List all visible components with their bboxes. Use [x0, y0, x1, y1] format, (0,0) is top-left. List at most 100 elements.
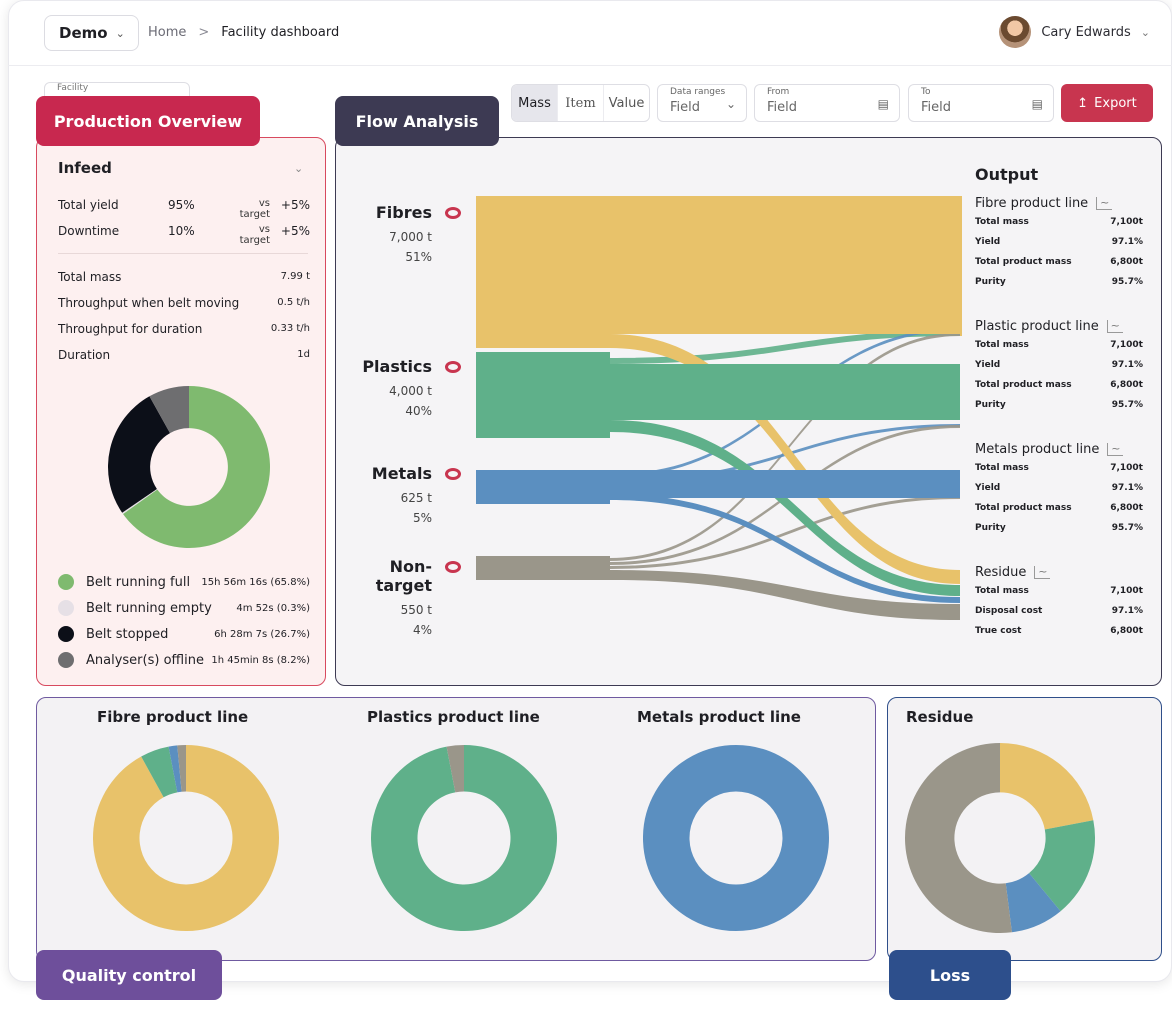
- trend-chart-icon[interactable]: ~: [1107, 443, 1124, 456]
- stat-throughput-duration: Throughput for duration 0.33 t/h: [58, 322, 310, 336]
- band-fibre-out-top: [960, 196, 962, 336]
- eye-icon[interactable]: [445, 468, 461, 480]
- stat-total-mass: Total mass 7.99 t: [58, 270, 310, 284]
- mode-item[interactable]: Item: [558, 85, 604, 121]
- stat-label: Throughput for duration: [58, 322, 203, 336]
- band-plastics: [476, 364, 960, 420]
- qc-fibre-title: Fibre product line: [97, 708, 249, 726]
- flow-nontarget-to-residue: [610, 570, 960, 620]
- breadcrumb-separator: >: [198, 25, 210, 40]
- qc-fibre-slice-2: [168, 745, 182, 793]
- band-plastics-top: [476, 352, 610, 364]
- legend-analyser-offline: Analyser(s) offline 1h 45min 8s (8.2%): [58, 652, 310, 668]
- qc-fibre-slice-1: [141, 746, 178, 798]
- stat-label: Throughput when belt moving: [58, 296, 240, 310]
- output-row-label: True cost: [975, 626, 1022, 636]
- eye-icon[interactable]: [445, 561, 461, 573]
- kpi-total-yield: Total yield 95% vs target +5%: [58, 198, 310, 220]
- output-row-value: 6,800t: [1110, 503, 1143, 513]
- eye-icon[interactable]: [445, 361, 461, 373]
- data-ranges-select[interactable]: Data ranges Field ⌄: [657, 84, 747, 122]
- data-ranges-value: Field: [670, 100, 701, 115]
- source-share: 40%: [405, 404, 432, 418]
- output-row-value: 7,100t: [1110, 463, 1143, 473]
- output-row-label: Total product mass: [975, 257, 1072, 267]
- demo-dropdown[interactable]: Demo ⌄: [44, 15, 139, 51]
- source-share: 5%: [412, 511, 432, 525]
- flow-nontarget-to-metals: [610, 496, 960, 569]
- mode-mass[interactable]: Mass: [512, 85, 558, 121]
- kpi-downtime: Downtime 10% vs target +5%: [58, 224, 310, 246]
- breadcrumb-home[interactable]: Home: [148, 25, 187, 40]
- output-row-value: 6,800t: [1110, 257, 1143, 267]
- kpi-label: Downtime: [58, 224, 120, 238]
- qc-plastics-slice-1: [371, 745, 557, 931]
- output-row-value: 97.1%: [1111, 606, 1143, 616]
- infeed-slice-0: [123, 386, 270, 548]
- output-row-value: 7,100t: [1110, 217, 1143, 227]
- from-date-field[interactable]: From Field ▤: [754, 84, 900, 122]
- flow-analysis-tag: Flow Analysis: [335, 96, 499, 146]
- calendar-icon[interactable]: ▤: [1031, 97, 1043, 111]
- qc-fibre-slice-0: [93, 745, 279, 931]
- divider: [58, 253, 308, 254]
- output-fibre: Fibre product line ~ Total mass 7,100t Yie…: [975, 196, 1143, 297]
- output-row-label: Disposal cost: [975, 606, 1043, 616]
- kpi-label: Total yield: [58, 198, 119, 212]
- calendar-icon[interactable]: ▤: [877, 97, 889, 111]
- trend-chart-icon[interactable]: ~: [1106, 320, 1123, 333]
- loss-residue-donut: [905, 743, 1095, 933]
- infeed-slice-3: [149, 386, 189, 434]
- output-row-value: 6,800t: [1110, 380, 1143, 390]
- source-mass: 625 t: [400, 491, 432, 505]
- output-row-label: Yield: [975, 237, 1001, 247]
- legend-belt-stopped: Belt stopped 6h 28m 7s (26.7%): [58, 626, 310, 642]
- source-name: Plastics: [362, 357, 432, 376]
- infeed-slice-1: [122, 488, 158, 514]
- breadcrumb-current: Facility dashboard: [221, 25, 340, 40]
- legend-dot: [58, 626, 74, 642]
- legend-value: 15h 56m 16s (65.8%): [201, 576, 310, 588]
- source-plastics: Plastics 4,000 t 40%: [350, 357, 432, 418]
- output-name: Plastic product line: [975, 319, 1099, 334]
- trend-chart-icon[interactable]: ~: [1096, 197, 1113, 210]
- legend-label: Belt stopped: [86, 626, 169, 642]
- qc-metals-donut: [643, 745, 829, 931]
- output-row-value: 95.7%: [1111, 277, 1143, 287]
- output-row-label: Total mass: [975, 217, 1029, 227]
- trend-chart-icon[interactable]: ~: [1034, 566, 1051, 579]
- loss-slice-1: [1029, 820, 1095, 912]
- output-row-label: Total product mass: [975, 503, 1072, 513]
- output-row-value: 7,100t: [1110, 340, 1143, 350]
- source-mass: 4,000 t: [389, 384, 432, 398]
- band-metals-tail: [476, 498, 610, 504]
- upload-icon: ↥: [1077, 95, 1089, 111]
- quality-control-tag: Quality control: [36, 950, 222, 1000]
- band-plastics-bottom: [476, 420, 610, 438]
- data-ranges-label: Data ranges: [670, 87, 726, 97]
- eye-icon[interactable]: [445, 207, 461, 219]
- output-row-label: Total mass: [975, 586, 1029, 596]
- legend-label: Belt running empty: [86, 600, 212, 616]
- chevron-down-icon: ⌄: [115, 26, 125, 40]
- loss-slice-3: [905, 743, 1012, 933]
- infeed-donut-chart: [108, 386, 270, 548]
- to-date-field[interactable]: To Field ▤: [908, 84, 1054, 122]
- source-fibres: Fibres 7,000 t 51%: [360, 203, 432, 264]
- chevron-down-icon[interactable]: ⌄: [294, 162, 304, 175]
- user-name: Cary Edwards: [1041, 24, 1131, 40]
- user-menu[interactable]: Cary Edwards ⌄: [999, 16, 1150, 48]
- output-row-label: Total mass: [975, 340, 1029, 350]
- mode-value[interactable]: Value: [608, 95, 645, 111]
- export-button[interactable]: ↥ Export: [1061, 84, 1153, 122]
- output-row-value: 97.1%: [1111, 237, 1143, 247]
- qc-metals-slice-2: [643, 745, 829, 931]
- output-metals: Metals product line ~ Total mass 7,100t Yi…: [975, 442, 1143, 543]
- output-row-value: 95.7%: [1111, 523, 1143, 533]
- qc-plastics-slice-3: [446, 745, 464, 793]
- output-row-value: 7,100t: [1110, 586, 1143, 596]
- legend-belt-full: Belt running full 15h 56m 16s (65.8%): [58, 574, 310, 590]
- stat-label: Total mass: [58, 270, 122, 284]
- output-name: Fibre product line: [975, 196, 1089, 211]
- source-share: 51%: [405, 250, 432, 264]
